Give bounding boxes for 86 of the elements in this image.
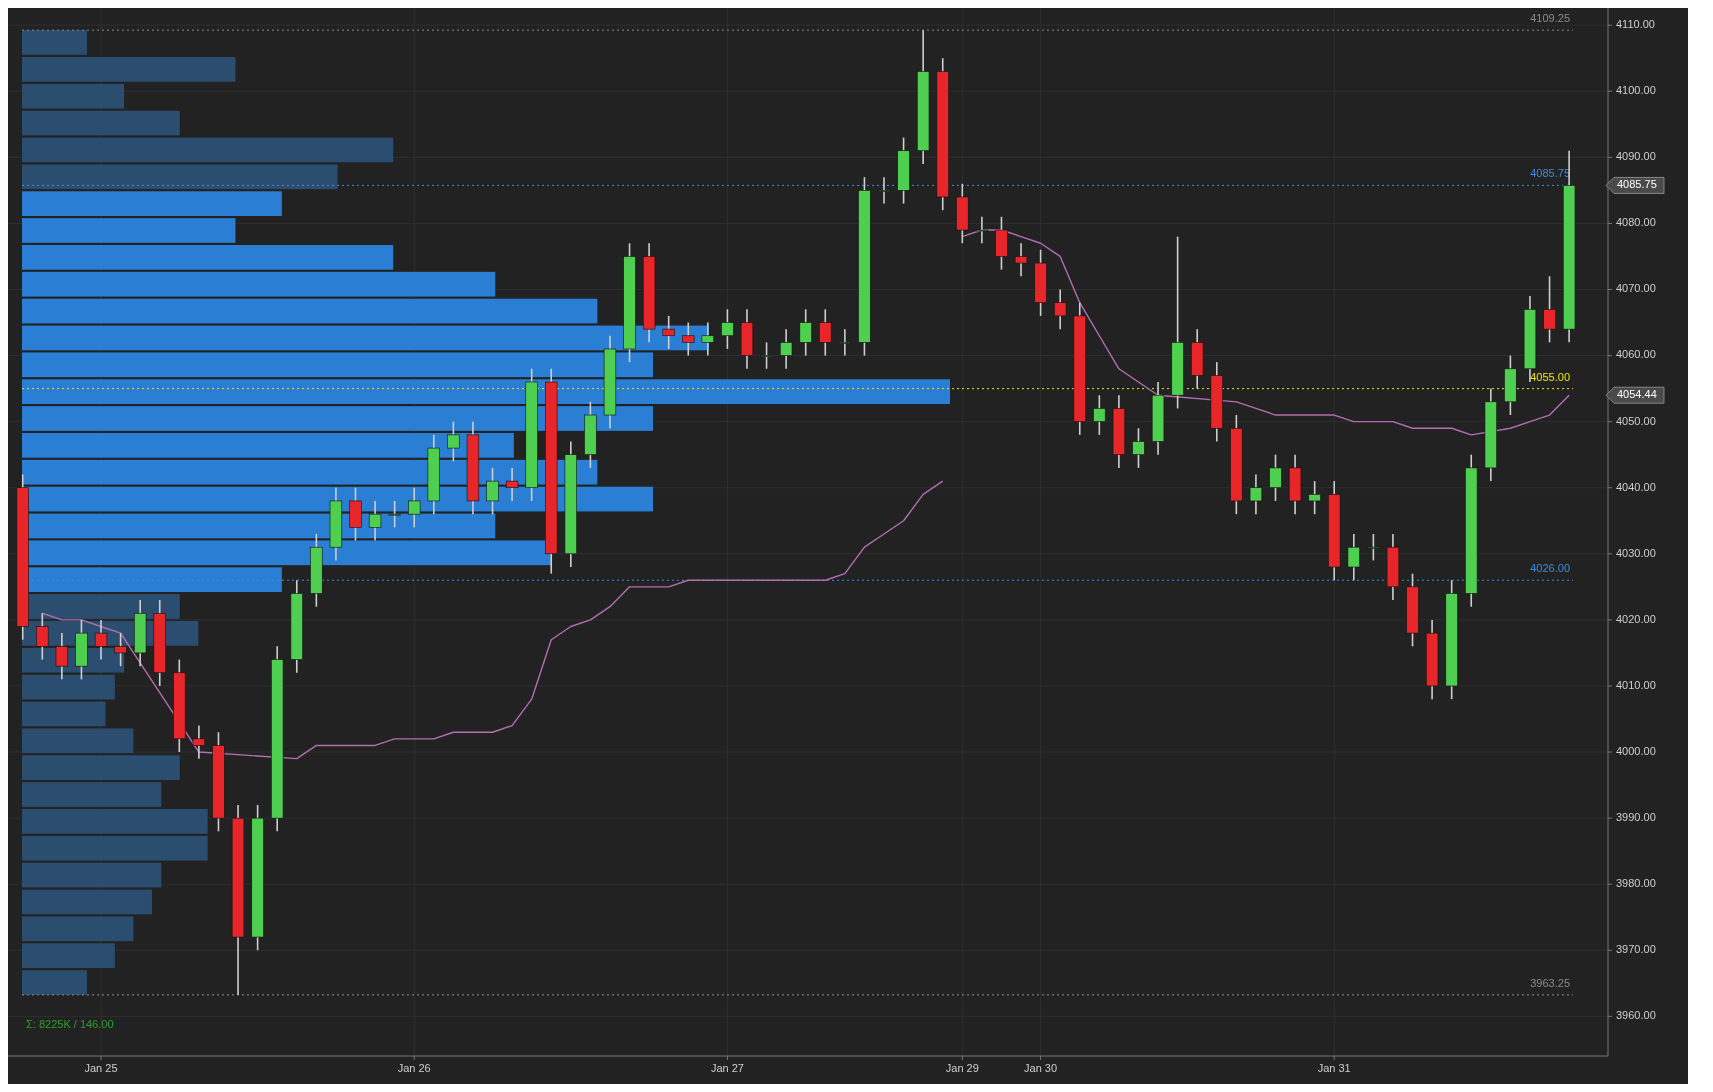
y-tick-label: 4070.00 [1616, 282, 1656, 295]
candlestick [55, 632, 69, 681]
candlestick [799, 308, 812, 357]
candlestick [721, 308, 734, 350]
y-tick-label: 4090.00 [1616, 150, 1656, 163]
candlestick [1014, 242, 1028, 278]
bar [22, 835, 208, 861]
y-tick-label: 4050.00 [1616, 414, 1656, 427]
text: 4054.44 [1617, 388, 1657, 401]
bar [22, 809, 208, 834]
line-series [961, 229, 1570, 436]
candlestick [486, 467, 499, 515]
ref-line-label: 4026.00 [1530, 562, 1570, 575]
bar [22, 271, 496, 297]
candlestick [1269, 453, 1282, 502]
y-tick-label: 4040.00 [1616, 480, 1656, 493]
bar [22, 970, 87, 995]
candlestick [505, 467, 519, 502]
bar [22, 56, 236, 82]
candlestick [114, 632, 127, 667]
candlestick [368, 500, 382, 542]
x-tick-label: Jan 27 [710, 1062, 744, 1074]
y-tick-label: 4080.00 [1616, 216, 1656, 229]
candlestick [662, 315, 675, 350]
y-tick-label: 3980.00 [1616, 877, 1656, 890]
ref-line-label: 3963.25 [1530, 976, 1570, 989]
candlestick [192, 724, 206, 760]
bar [22, 245, 394, 270]
candlestick [1132, 427, 1145, 469]
candlestick [760, 341, 773, 370]
y-tick-label: 4060.00 [1616, 348, 1656, 361]
candlestick [701, 321, 715, 357]
candlestick [838, 328, 852, 357]
x-tick-label: Jan 26 [397, 1062, 431, 1074]
bar [22, 862, 162, 888]
y-tick-label: 4000.00 [1616, 744, 1656, 757]
candlestick [36, 612, 49, 661]
bar [22, 191, 282, 216]
candlestick [1543, 275, 1556, 344]
y-tick-label: 4100.00 [1616, 84, 1656, 97]
bar [22, 782, 162, 807]
x-tick-label: Jan 30 [1024, 1062, 1058, 1074]
bar [22, 755, 180, 781]
bar [22, 916, 134, 942]
bar [22, 137, 394, 163]
y-tick-label: 3990.00 [1616, 811, 1656, 824]
y-tick-label: 4110.00 [1616, 18, 1655, 31]
bar [22, 83, 125, 109]
candlestick [447, 420, 460, 463]
candlestick [1093, 394, 1106, 436]
y-tick-label: 4030.00 [1616, 546, 1656, 559]
y-tick-label: 3960.00 [1616, 1009, 1656, 1022]
y-tick-label: 3970.00 [1616, 943, 1656, 956]
annotation: Σ: 8225K / 146.00 [26, 1018, 114, 1030]
candlestick [94, 619, 108, 661]
text: 4085.75 [1617, 178, 1657, 191]
bar [22, 110, 180, 136]
candlestick [779, 328, 793, 370]
bar [22, 164, 338, 190]
candlestick [877, 176, 891, 205]
candlestick [975, 216, 989, 245]
y-tick-label: 4010.00 [1616, 678, 1656, 691]
x-tick-label: Jan 29 [945, 1062, 979, 1074]
line-series [41, 480, 944, 760]
bar [22, 943, 115, 969]
candlestick [1367, 533, 1380, 562]
x-tick-label: Jan 31 [1317, 1062, 1351, 1074]
candlestick [388, 500, 401, 529]
bar [22, 674, 115, 700]
bar [22, 298, 598, 324]
bar [22, 889, 152, 915]
bar [22, 218, 236, 243]
bar [22, 701, 106, 727]
candlestick [1249, 473, 1263, 515]
y-tick-label: 4020.00 [1616, 612, 1656, 625]
bar [22, 728, 134, 754]
candlestick [1308, 480, 1321, 515]
ref-line-label: 4109.25 [1530, 12, 1570, 25]
candlestick [1054, 288, 1067, 330]
x-tick-label: Jan 25 [84, 1062, 118, 1074]
bar [22, 30, 87, 55]
candlestick [819, 308, 832, 357]
bar [22, 325, 709, 351]
candlestick [682, 321, 695, 357]
candlestick [1347, 533, 1360, 582]
candlestick [408, 486, 421, 529]
